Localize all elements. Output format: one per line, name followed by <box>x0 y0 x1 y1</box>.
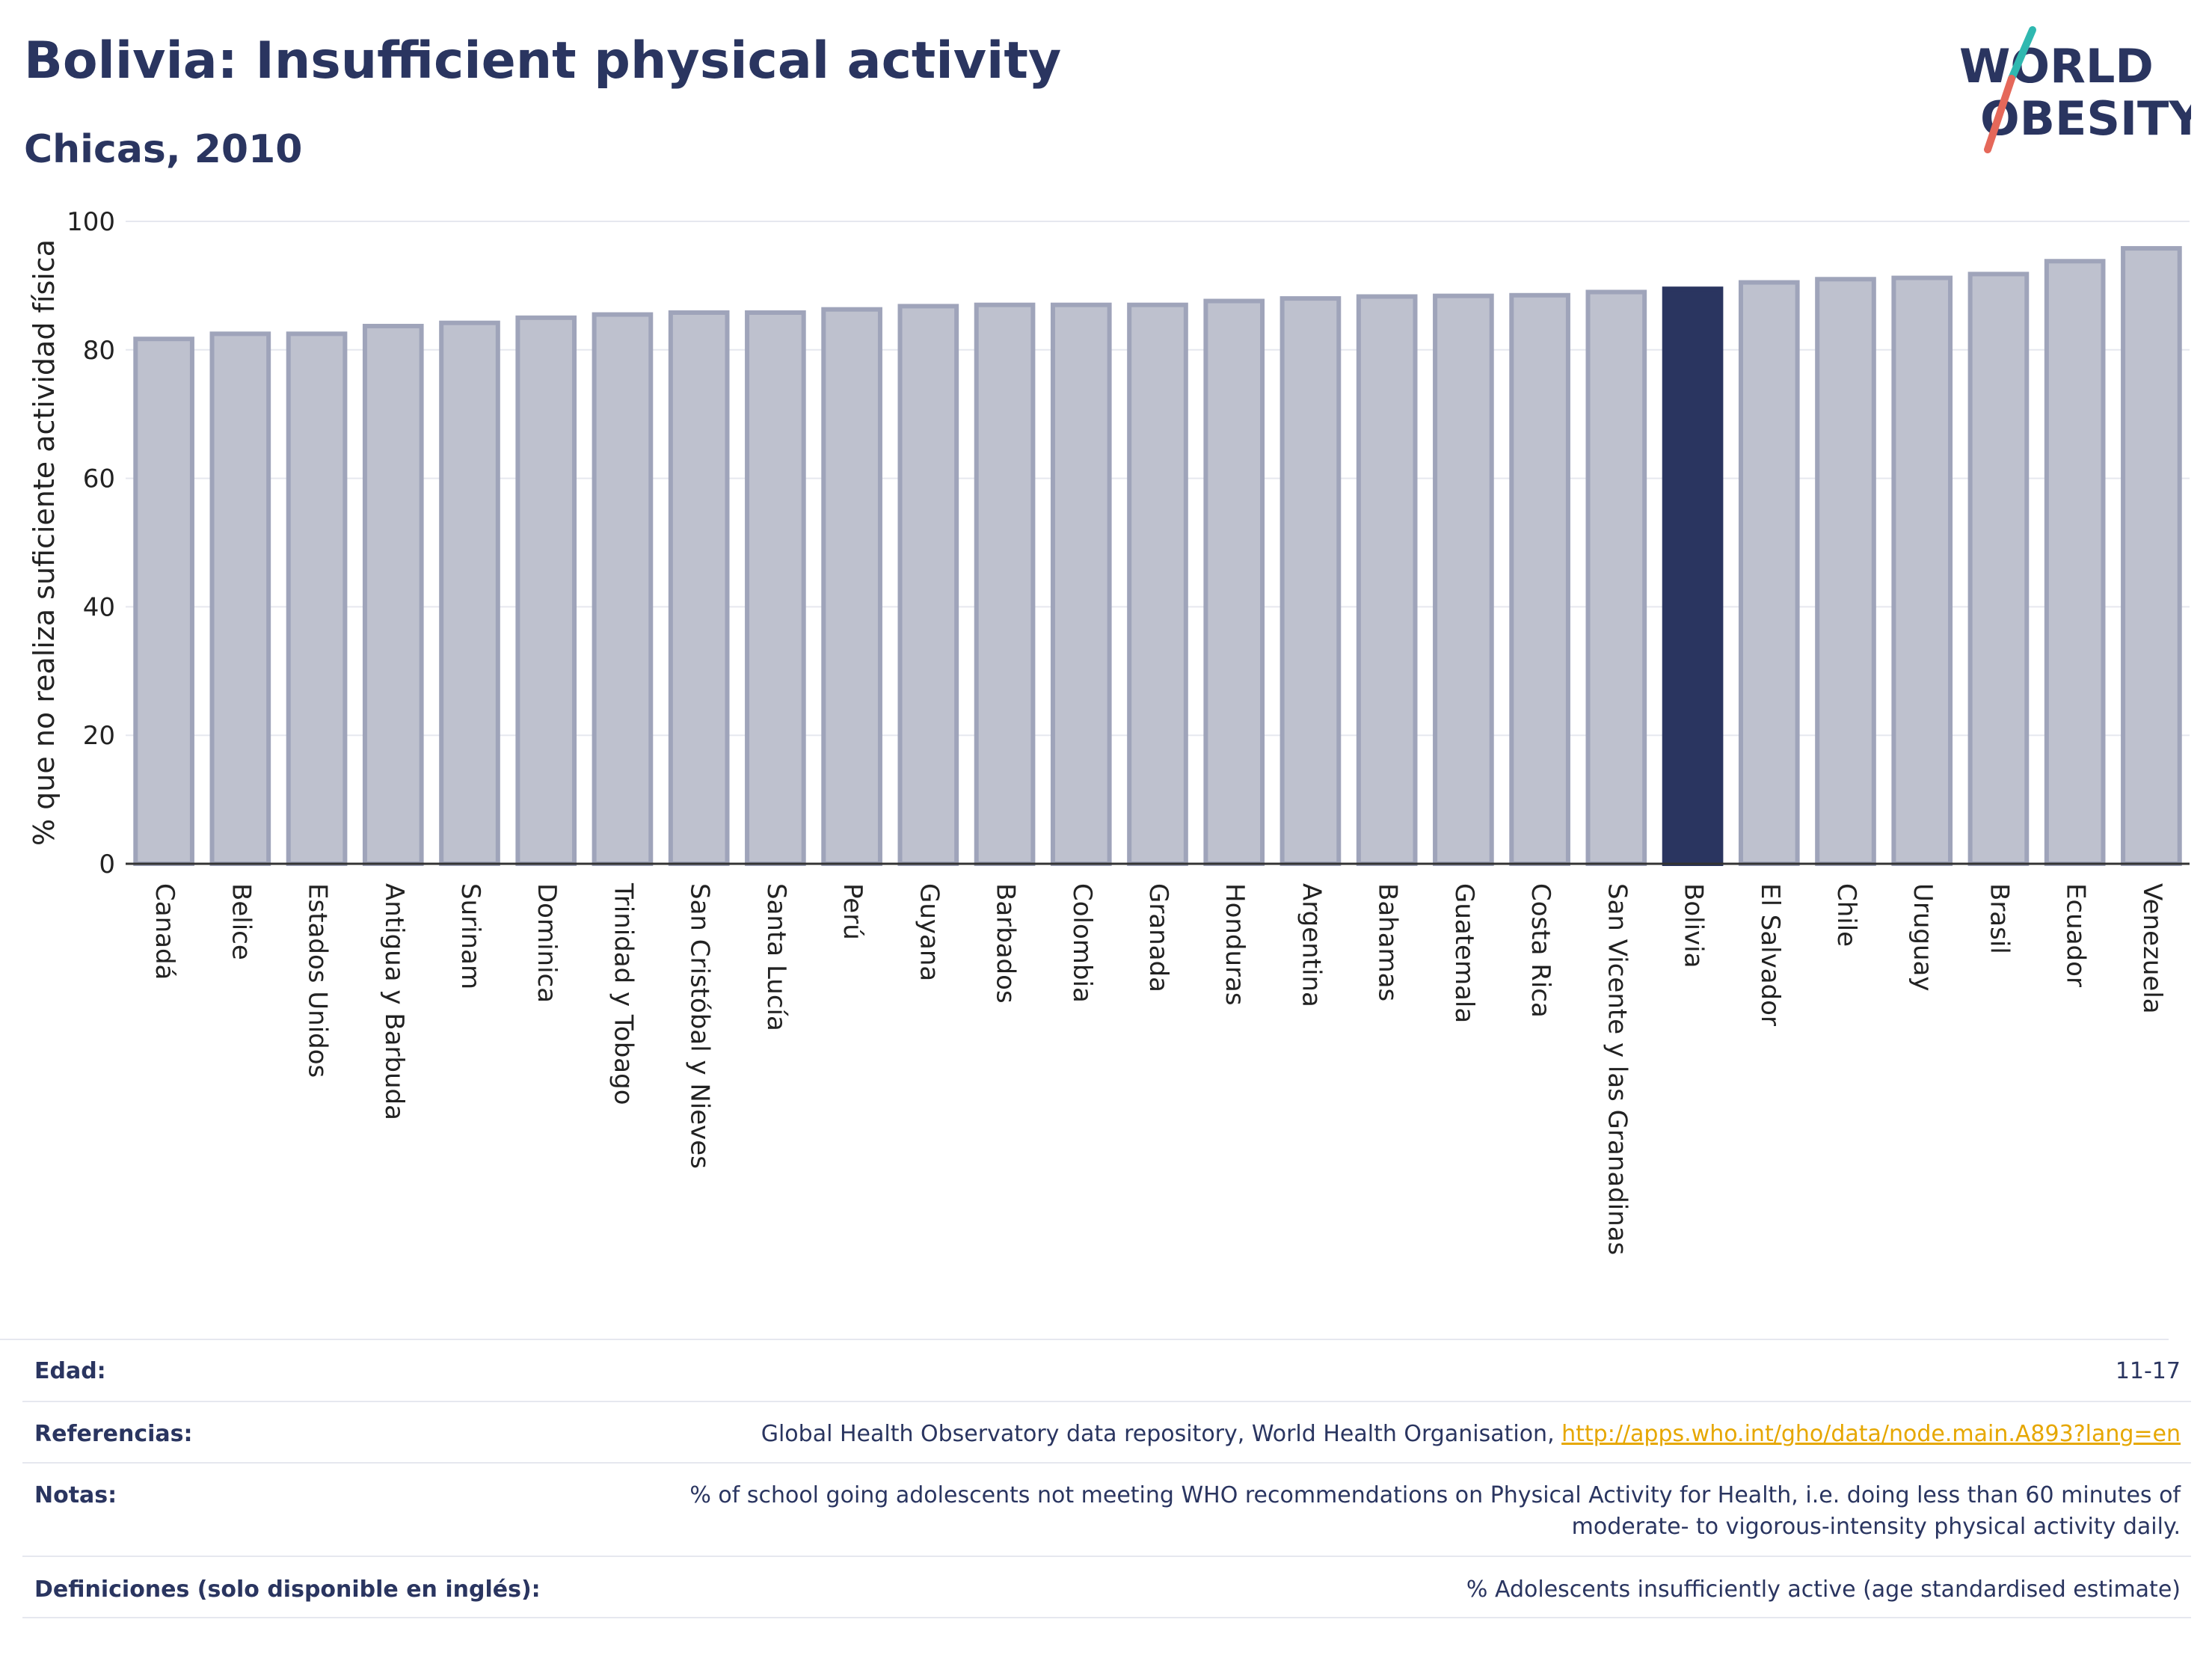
meta-divider-top <box>0 1339 2169 1340</box>
bar-san-vicente-y-las-granadinas <box>1585 289 1647 866</box>
bar-bolivia <box>1662 286 1724 866</box>
x-tick-label: Belice <box>226 883 256 960</box>
bar-venezuela <box>2121 246 2182 866</box>
meta-divider-bottom <box>22 1617 2191 1618</box>
bar-granada <box>1127 302 1188 867</box>
bar-perú <box>821 307 882 867</box>
notes-label: Notas: <box>34 1482 117 1508</box>
x-tick-label: El Salvador <box>1755 883 1785 1026</box>
x-tick-label: Antigua y Barbuda <box>379 883 409 1120</box>
x-tick-label: Venezuela <box>2137 883 2167 1014</box>
y-tick-label: 100 <box>67 207 115 237</box>
page-title: Bolivia: Insufficient physical activity <box>24 31 1062 90</box>
bar-brasil <box>1967 271 2030 866</box>
x-tick-label: Santa Lucía <box>761 883 791 1031</box>
bar-costa-rica <box>1509 292 1570 867</box>
bar-bahamas <box>1356 294 1418 866</box>
x-tick-label: Surinam <box>455 883 485 989</box>
bar-honduras <box>1203 298 1265 866</box>
x-tick-label: San Vicente y las Granadinas <box>1602 883 1632 1255</box>
bar-uruguay <box>1891 275 1953 867</box>
x-tick-label: Uruguay <box>1908 883 1938 992</box>
bar-ecuador <box>2044 259 2106 866</box>
bar-chile <box>1815 277 1876 866</box>
bar-estados-unidos <box>286 331 348 866</box>
bar-canadá <box>133 337 194 866</box>
bar-colombia <box>1050 302 1112 867</box>
bar-antigua-y-barbuda <box>362 324 424 866</box>
age-label: Edad: <box>34 1358 106 1384</box>
logo-line2: OBESITY <box>1980 91 2191 146</box>
meta-divider <box>22 1401 2191 1402</box>
y-axis-label: % que no realiza suficiente actividad fí… <box>28 239 61 846</box>
logo-slash-teal <box>2008 26 2036 82</box>
x-tick-label: Guyana <box>914 883 944 981</box>
x-tick-label: Perú <box>838 883 867 940</box>
refs-link[interactable]: http://apps.who.int/gho/data/node.main.A… <box>1561 1421 2181 1447</box>
notes-line1: % of school going adolescents not meetin… <box>689 1482 2181 1508</box>
x-tick-label: Barbados <box>991 883 1021 1004</box>
bar-surinam <box>439 320 500 866</box>
notes-line2: moderate- to vigorous-intensity physical… <box>1571 1514 2181 1540</box>
x-tick-label: Costa Rica <box>1526 883 1555 1018</box>
bar-guatemala <box>1433 293 1494 867</box>
refs-label: Referencias: <box>34 1421 193 1447</box>
refs-text: Global Health Observatory data repositor… <box>761 1421 1562 1447</box>
y-tick-label: 80 <box>83 336 115 366</box>
bar-guyana <box>897 304 959 866</box>
refs-value: Global Health Observatory data repositor… <box>761 1421 2181 1447</box>
world-obesity-logo: WORLD OBESITY <box>1959 26 2191 153</box>
x-tick-label: Honduras <box>1220 883 1250 1006</box>
x-tick-label: Argentina <box>1296 883 1326 1007</box>
defs-value: % Adolescents insufficiently active (age… <box>1466 1576 2181 1603</box>
x-tick-label: Colombia <box>1067 883 1097 1003</box>
x-tick-label: San Cristóbal y Nieves <box>685 883 715 1169</box>
y-tick-label: 0 <box>99 850 115 879</box>
x-tick-label: Brasil <box>1984 883 2014 954</box>
x-tick-label: Bolivia <box>1679 883 1709 968</box>
y-tick-label: 20 <box>83 721 115 751</box>
x-tick-label: Guatemala <box>1449 883 1479 1023</box>
bar-dominica <box>515 315 577 867</box>
bar-argentina <box>1279 296 1342 866</box>
x-tick-label: Chile <box>1831 883 1861 947</box>
bar-trinidad-y-tobago <box>592 312 654 866</box>
x-tick-label: Canadá <box>150 883 179 980</box>
x-tick-label: Bahamas <box>1373 883 1403 1001</box>
defs-label: Definiciones (solo disponible en inglés)… <box>34 1576 541 1603</box>
page-subtitle: Chicas, 2010 <box>24 127 303 172</box>
bar-san-cristóbal-y-nieves <box>668 310 730 866</box>
x-tick-label: Dominica <box>532 883 562 1003</box>
x-tick-label: Granada <box>1143 883 1173 992</box>
logo-slash-red <box>1984 75 2015 153</box>
x-tick-label: Estados Unidos <box>303 883 333 1078</box>
bar-barbados <box>974 302 1036 867</box>
bar-belice <box>209 331 271 866</box>
y-tick-label: 60 <box>83 464 115 494</box>
meta-divider <box>22 1462 2191 1464</box>
age-value: 11-17 <box>2115 1358 2181 1384</box>
bar-el-salvador <box>1738 280 1800 867</box>
y-tick-label: 40 <box>83 592 115 622</box>
x-tick-label: Trinidad y Tobago <box>608 882 638 1105</box>
x-tick-label: Ecuador <box>2061 883 2091 987</box>
bar-santa-lucía <box>745 310 806 866</box>
bar-chart: 0 20 40 60 80 100% que no realiza suficiente … <box>28 207 2190 1255</box>
meta-divider <box>22 1556 2191 1557</box>
logo-line1: WORLD <box>1959 39 2154 93</box>
